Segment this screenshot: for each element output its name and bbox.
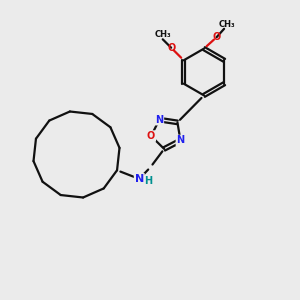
Text: O: O (147, 131, 155, 141)
Text: O: O (212, 32, 221, 42)
Text: CH₃: CH₃ (154, 30, 171, 39)
Text: O: O (167, 43, 175, 53)
Text: N: N (155, 115, 164, 125)
Text: N: N (135, 174, 144, 184)
Text: CH₃: CH₃ (218, 20, 235, 29)
Text: H: H (144, 176, 152, 186)
Text: N: N (176, 136, 184, 146)
